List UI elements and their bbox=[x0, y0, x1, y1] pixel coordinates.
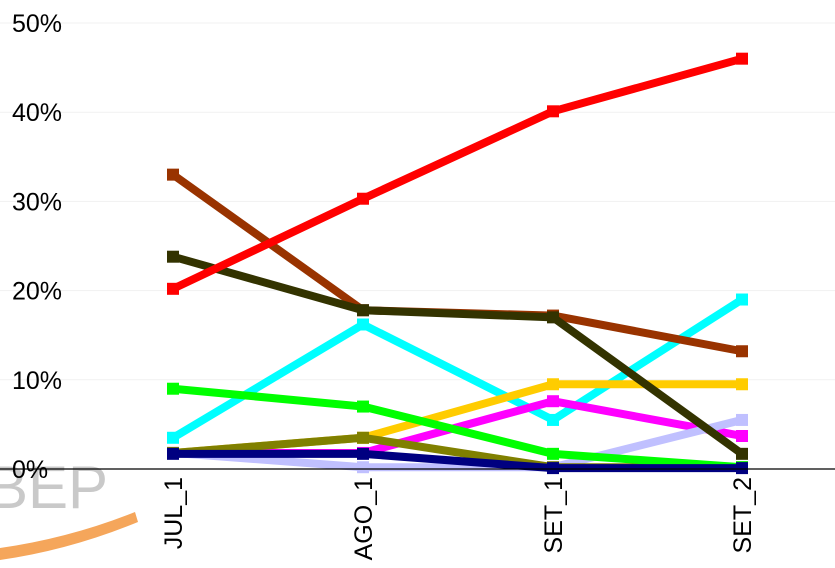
data-point bbox=[736, 413, 748, 426]
y-tick-label: 40% bbox=[12, 99, 62, 127]
x-tick-label: AGO_1 bbox=[350, 477, 378, 560]
data-point bbox=[167, 282, 179, 295]
data-point bbox=[167, 431, 179, 444]
x-tick-label: SET_1 bbox=[540, 477, 568, 553]
data-point bbox=[736, 52, 748, 65]
watermark-text: BEP bbox=[0, 454, 108, 521]
y-tick-label: 30% bbox=[12, 188, 62, 216]
data-point bbox=[547, 447, 559, 460]
series-group bbox=[167, 52, 748, 475]
y-tick-label: 20% bbox=[12, 278, 62, 306]
data-point bbox=[357, 400, 369, 413]
data-point bbox=[547, 395, 559, 408]
x-axis-ticks: JUL_1 AGO_1 SET_1 SET_2 bbox=[160, 477, 757, 560]
data-point bbox=[167, 447, 179, 460]
series-line bbox=[171, 252, 745, 458]
data-point bbox=[167, 168, 179, 181]
data-point bbox=[736, 345, 748, 358]
x-tick-label: SET_2 bbox=[729, 477, 757, 553]
series-line bbox=[173, 449, 742, 473]
data-point bbox=[547, 311, 559, 324]
series-line bbox=[170, 296, 745, 442]
data-point bbox=[547, 378, 559, 391]
data-point bbox=[736, 462, 748, 475]
data-point bbox=[357, 431, 369, 444]
data-point bbox=[357, 304, 369, 317]
data-point bbox=[736, 429, 748, 442]
data-point bbox=[736, 293, 748, 306]
data-point bbox=[547, 105, 559, 118]
data-point bbox=[357, 192, 369, 205]
y-tick-label: 50% bbox=[12, 10, 62, 38]
data-point bbox=[357, 461, 369, 474]
gridlines bbox=[0, 22, 835, 381]
data-point bbox=[167, 250, 179, 263]
data-point bbox=[357, 447, 369, 460]
series-line bbox=[171, 54, 744, 293]
x-tick-label: JUL_1 bbox=[160, 477, 188, 549]
data-point bbox=[547, 413, 559, 426]
data-point bbox=[357, 318, 369, 331]
series-line bbox=[172, 416, 743, 472]
y-axis-ticks: 0% 10% 20% 30% 40% 50% bbox=[12, 10, 62, 484]
data-point bbox=[547, 462, 559, 475]
data-point bbox=[167, 382, 179, 395]
y-tick-label: 10% bbox=[12, 367, 62, 395]
data-point bbox=[736, 447, 748, 460]
watermark: BEP bbox=[0, 454, 138, 560]
y-tick-label: 0% bbox=[12, 456, 48, 484]
series-line bbox=[172, 384, 743, 472]
watermark-swoosh bbox=[0, 512, 138, 560]
data-point bbox=[736, 378, 748, 391]
